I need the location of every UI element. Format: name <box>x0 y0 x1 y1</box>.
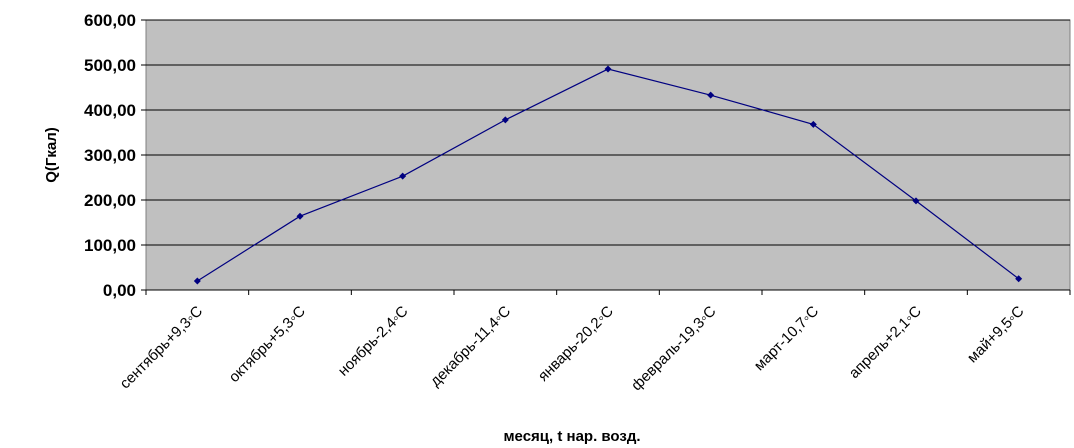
x-tick-label: январь-20,2◦С <box>535 303 617 385</box>
data-point <box>501 116 509 124</box>
x-tick-label: март-10,7◦С <box>751 303 822 374</box>
data-points <box>193 65 1023 285</box>
y-tick-label: 200,00 <box>84 191 136 210</box>
x-axis-title: месяц, t нар. возд. <box>503 428 640 445</box>
data-point <box>296 212 304 220</box>
y-tick-label: 600,00 <box>84 11 136 30</box>
y-axis-title: Q(Гкал) <box>43 127 60 183</box>
x-tick-label: декабрь-11,4◦С <box>427 303 514 390</box>
x-tick-label: октябрь+5,3◦С <box>226 303 309 386</box>
y-tick-label: 300,00 <box>84 146 136 165</box>
data-point <box>809 120 817 128</box>
y-tick-label: 100,00 <box>84 236 136 255</box>
data-point <box>399 172 407 180</box>
y-axis-ticks: 0,00 100,00 200,00 300,00 400,00 500,00 600,00 <box>84 11 146 300</box>
x-tick-label: апрель+2,1◦С <box>846 303 925 382</box>
data-point <box>1015 275 1023 283</box>
data-point <box>604 65 612 73</box>
x-tick-label: февраль-19,3◦С <box>628 303 720 395</box>
x-tick-label: ноябрь-2,4◦С <box>335 303 412 380</box>
y-tick-label: 500,00 <box>84 56 136 75</box>
data-point <box>707 91 715 99</box>
x-tick-label: май+9,5◦С <box>964 303 1028 367</box>
x-axis-ticks: сентябрь+9,3◦С октябрь+5,3◦С ноябрь-2,4◦С д… <box>117 290 1071 395</box>
data-point <box>193 277 201 285</box>
y-tick-label: 400,00 <box>84 101 136 120</box>
data-point <box>912 197 920 205</box>
x-tick-label: сентябрь+9,3◦С <box>117 303 207 393</box>
y-tick-label: 0,00 <box>103 281 136 300</box>
gridlines <box>146 19 1070 291</box>
